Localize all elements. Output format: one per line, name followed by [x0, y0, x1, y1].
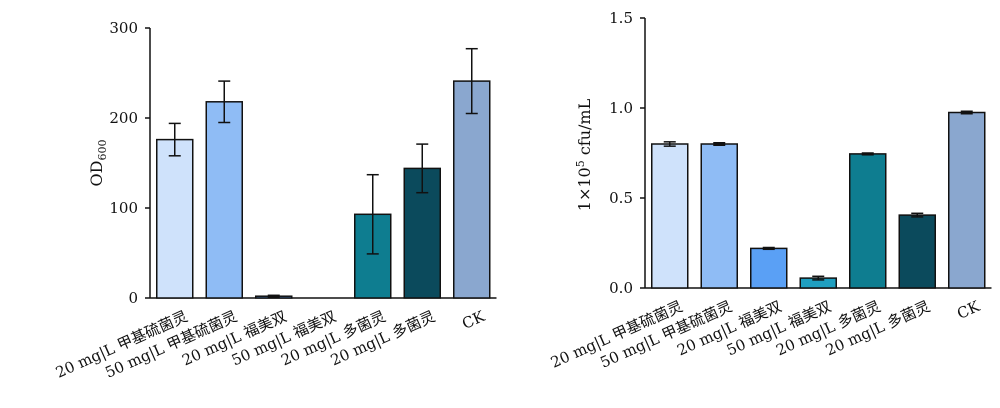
y-tick-label: 300	[109, 19, 138, 37]
bar	[750, 247, 788, 289]
bar	[849, 153, 887, 289]
bar	[453, 80, 491, 299]
y-tick-label: 100	[109, 199, 138, 217]
y-tick-label: 200	[109, 109, 138, 127]
bar	[651, 143, 689, 289]
y-tick-label: 1.0	[609, 99, 633, 117]
bar	[205, 101, 243, 299]
y-axis-label-unit: cfu/mL	[575, 98, 594, 160]
y-axis-label: OD600	[87, 140, 109, 187]
y-axis-label-main: OD	[87, 161, 106, 187]
y-tick-label: 0.5	[609, 189, 633, 207]
bar	[948, 111, 986, 289]
x-tick-label: CK	[459, 307, 488, 333]
bar	[156, 138, 194, 299]
y-axis-label-subscript: 600	[96, 140, 109, 161]
y-axis-label-superscript: 5	[574, 160, 587, 167]
y-tick-label: 0.0	[609, 279, 633, 297]
bar	[700, 143, 738, 289]
y-axis-label-main: 1×10	[575, 167, 594, 211]
y-axis-label: 1×105 cfu/mL	[574, 98, 594, 211]
x-tick-label: CK	[954, 297, 983, 323]
y-tick-label: 0	[128, 289, 138, 307]
y-tick-label: 1.5	[609, 9, 633, 27]
bar	[898, 214, 936, 289]
